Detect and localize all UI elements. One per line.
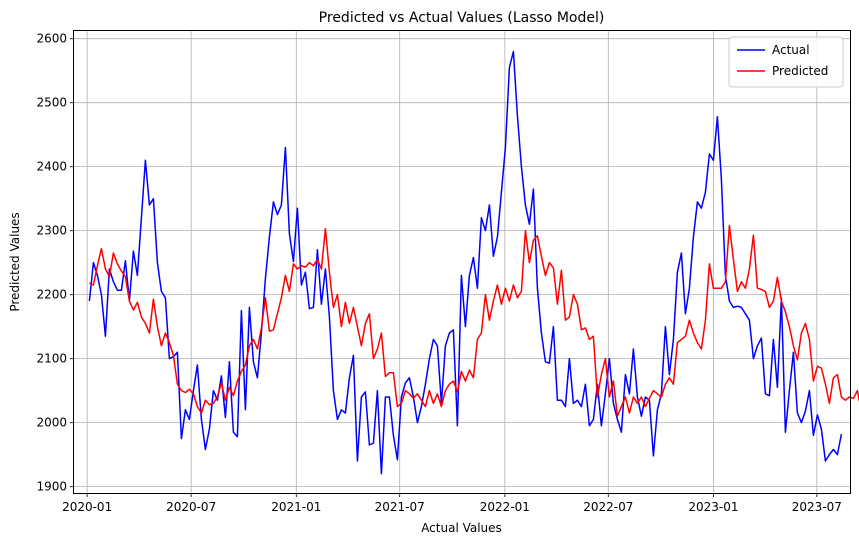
y-axis-label: Predicted Values bbox=[8, 212, 22, 311]
y-tick-label: 2100 bbox=[36, 352, 67, 366]
y-tick-label: 2000 bbox=[36, 416, 67, 430]
chart-title: Predicted vs Actual Values (Lasso Model) bbox=[319, 10, 605, 26]
axis-ticks: 2020-01 2020-07 2021-01 2021-07 2022-01 2022-… bbox=[36, 32, 841, 514]
x-tick-label: 2022-07 bbox=[583, 500, 633, 514]
grid bbox=[74, 31, 850, 493]
x-axis-label: Actual Values bbox=[421, 521, 502, 535]
y-tick-label: 2400 bbox=[36, 160, 67, 174]
y-tick-label: 2200 bbox=[36, 288, 67, 302]
x-tick-label: 2023-07 bbox=[792, 500, 842, 514]
x-tick-label: 2023-01 bbox=[688, 500, 738, 514]
x-tick-label: 2020-07 bbox=[166, 500, 216, 514]
series-line-actual bbox=[88, 50, 843, 475]
y-tick-label: 2600 bbox=[36, 32, 67, 46]
x-tick-label: 2021-01 bbox=[271, 500, 321, 514]
legend-label-predicted: Predicted bbox=[772, 64, 828, 78]
legend-label-actual: Actual bbox=[772, 43, 810, 57]
series-lines bbox=[88, 50, 859, 475]
y-tick-label: 2300 bbox=[36, 224, 67, 238]
x-tick-label: 2021-07 bbox=[375, 500, 425, 514]
plot-frame bbox=[73, 30, 851, 494]
legend: Actual Predicted bbox=[728, 36, 844, 88]
x-tick-label: 2020-01 bbox=[62, 500, 112, 514]
y-tick-label: 2500 bbox=[36, 96, 67, 110]
y-tick-label: 1900 bbox=[36, 480, 67, 494]
series-line-predicted bbox=[89, 224, 859, 417]
x-tick-label: 2022-01 bbox=[480, 500, 530, 514]
